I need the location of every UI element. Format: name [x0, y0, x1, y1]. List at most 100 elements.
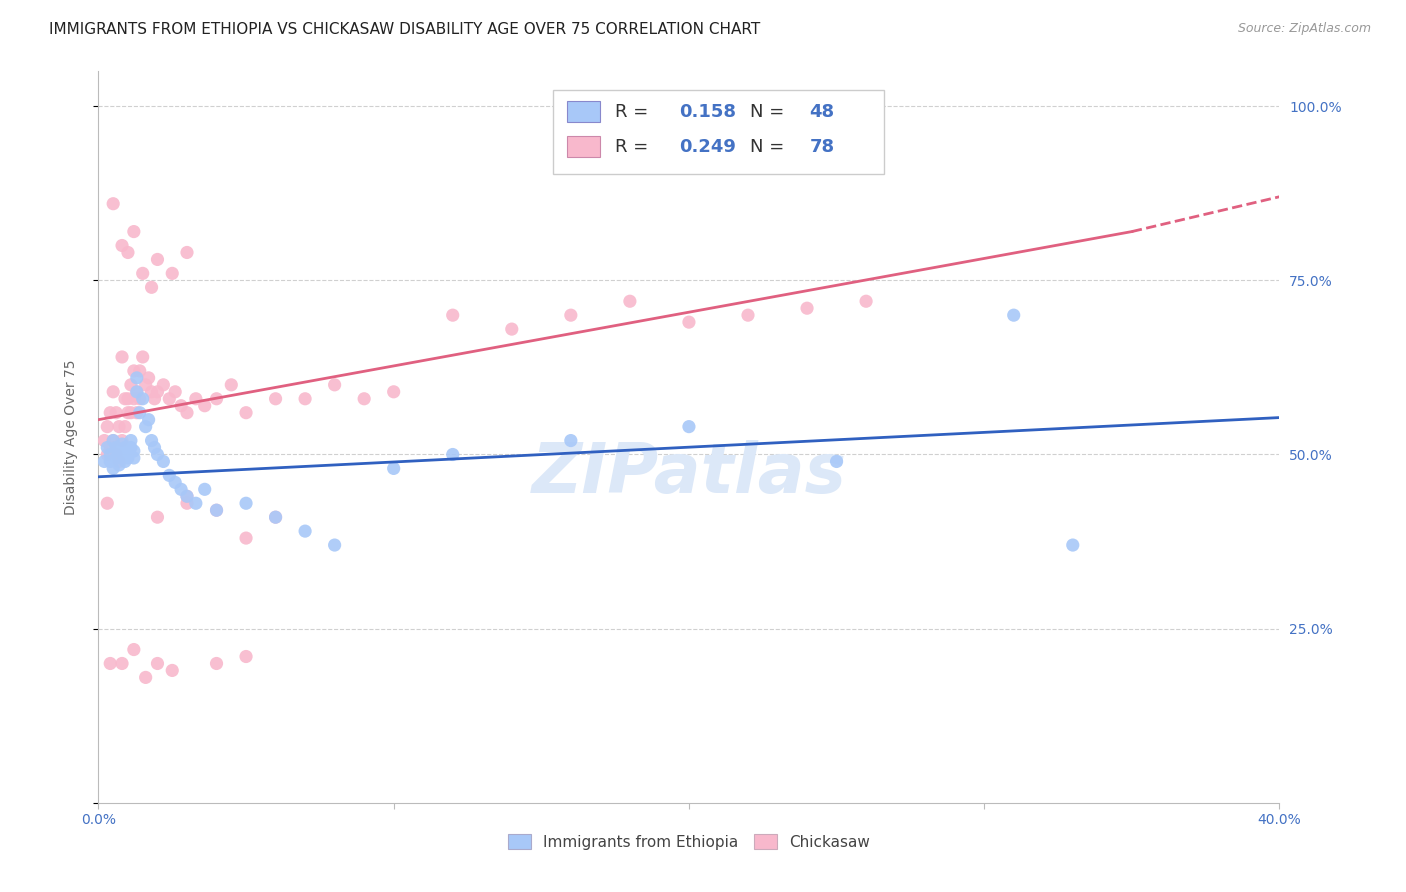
Point [146, 448, 169, 462]
Point [157, 392, 180, 406]
Point [235, 531, 257, 545]
Point [103, 461, 125, 475]
Legend: Immigrants from Ethiopia, Chickasaw: Immigrants from Ethiopia, Chickasaw [501, 826, 877, 857]
Point [120, 441, 142, 455]
Point [165, 384, 187, 399]
Point [162, 664, 183, 678]
Text: 0.249: 0.249 [679, 137, 737, 156]
Point [125, 384, 148, 399]
Y-axis label: Disability Age Over 75: Disability Age Over 75 [63, 359, 77, 515]
Point [235, 406, 257, 420]
Point [170, 399, 193, 413]
Point [162, 266, 183, 280]
Point [105, 450, 128, 465]
Point [221, 377, 243, 392]
Point [138, 371, 160, 385]
Point [825, 454, 848, 468]
Point [152, 454, 174, 468]
Point [146, 657, 169, 671]
Point [114, 454, 136, 468]
Point [152, 377, 174, 392]
Point [105, 406, 128, 420]
Point [128, 364, 150, 378]
Point [235, 649, 257, 664]
Point [111, 238, 134, 252]
Point [560, 308, 582, 322]
Point [103, 196, 125, 211]
Text: 48: 48 [810, 103, 835, 120]
Point [294, 524, 316, 538]
Point [103, 434, 125, 448]
Text: 0.158: 0.158 [679, 103, 737, 120]
Point [93, 454, 115, 468]
Point [205, 503, 228, 517]
Point [108, 458, 131, 472]
Point [117, 450, 139, 465]
Point [135, 377, 157, 392]
Point [235, 496, 257, 510]
Point [114, 392, 136, 406]
Point [103, 434, 125, 448]
Text: IMMIGRANTS FROM ETHIOPIA VS CHICKASAW DISABILITY AGE OVER 75 CORRELATION CHART: IMMIGRANTS FROM ETHIOPIA VS CHICKASAW DI… [49, 22, 761, 37]
Point [111, 448, 134, 462]
Point [128, 406, 150, 420]
Point [1062, 538, 1084, 552]
Point [146, 384, 169, 399]
Point [96, 441, 118, 455]
Point [138, 412, 160, 426]
Text: R =: R = [614, 103, 654, 120]
Point [264, 510, 287, 524]
Point [194, 483, 217, 497]
Point [120, 434, 142, 448]
Point [143, 441, 166, 455]
Point [114, 419, 136, 434]
Point [560, 434, 582, 448]
Point [122, 642, 145, 657]
Point [117, 392, 139, 406]
Text: 78: 78 [810, 137, 835, 156]
Point [108, 419, 131, 434]
Point [108, 444, 131, 458]
Point [184, 392, 207, 406]
Point [122, 444, 145, 458]
Point [141, 280, 163, 294]
Point [132, 266, 155, 280]
Point [96, 448, 118, 462]
Point [441, 448, 464, 462]
Point [114, 441, 136, 455]
Point [382, 384, 405, 399]
Point [441, 308, 464, 322]
Point [122, 364, 145, 378]
Point [122, 392, 145, 406]
Point [170, 483, 193, 497]
Point [501, 322, 523, 336]
Point [132, 392, 155, 406]
Point [323, 377, 346, 392]
Point [619, 294, 641, 309]
Point [146, 510, 169, 524]
Point [194, 399, 217, 413]
Point [143, 392, 166, 406]
Point [111, 657, 134, 671]
Point [120, 377, 142, 392]
Point [98, 454, 121, 468]
Point [117, 444, 139, 458]
Point [105, 441, 128, 455]
Text: ZIPatlas: ZIPatlas [531, 440, 846, 508]
Point [294, 392, 316, 406]
Point [98, 441, 121, 455]
Point [122, 225, 145, 239]
Point [96, 496, 118, 510]
Point [135, 419, 157, 434]
Point [108, 454, 131, 468]
Point [176, 406, 198, 420]
Point [98, 448, 121, 462]
Point [120, 406, 142, 420]
Point [98, 406, 121, 420]
Point [353, 392, 375, 406]
FancyBboxPatch shape [567, 102, 600, 122]
Point [205, 392, 228, 406]
Point [125, 384, 148, 399]
Point [122, 450, 145, 465]
Point [737, 308, 759, 322]
